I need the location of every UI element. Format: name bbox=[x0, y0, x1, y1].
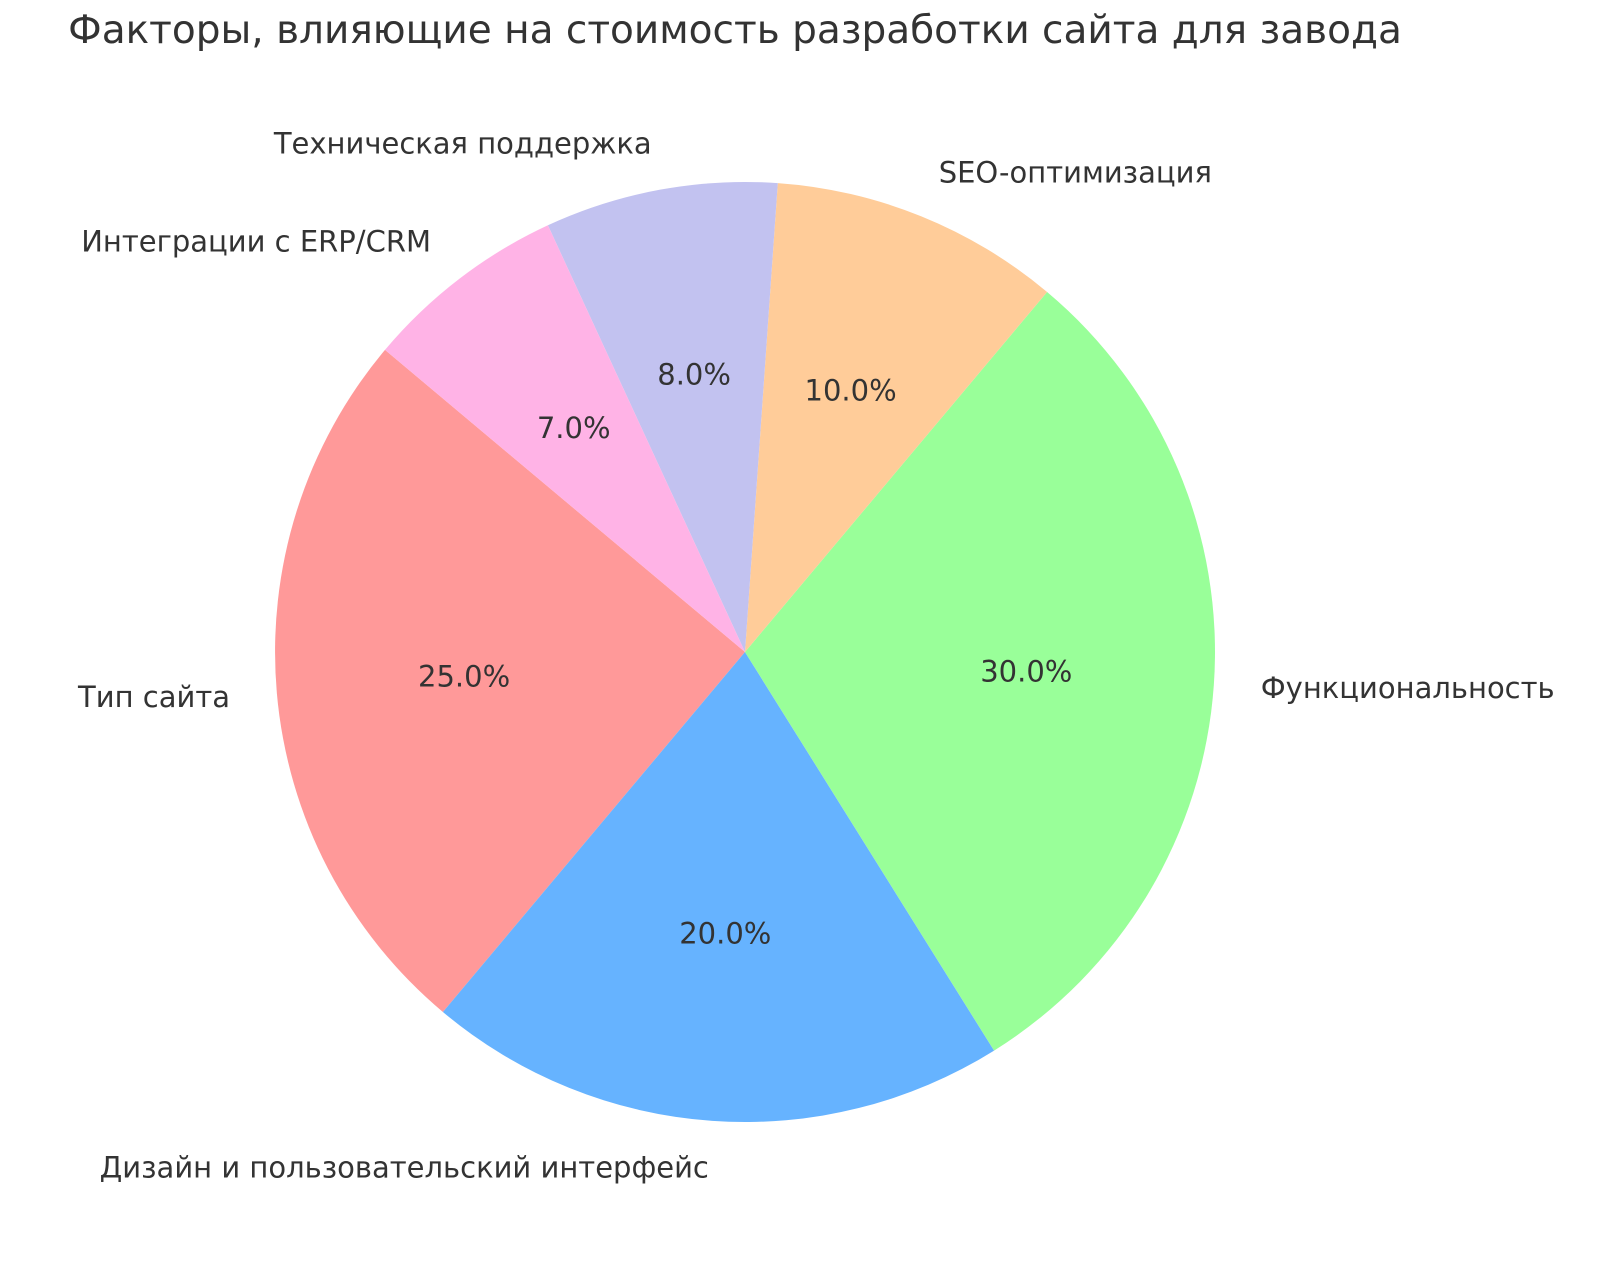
pie-slice-pct-3: 10.0% bbox=[805, 374, 897, 408]
pie-slice-pct-2: 30.0% bbox=[980, 655, 1072, 689]
pie-slice-4 bbox=[547, 181, 778, 652]
chart-title: Факторы, влияющие на стоимость разработк… bbox=[68, 8, 1402, 53]
pie-slice-5 bbox=[385, 225, 745, 653]
pie-slice-2 bbox=[745, 292, 1215, 1051]
pie-slice-label-3: SEO-оптимизация bbox=[939, 156, 1212, 190]
pie-slice-pct-5: 7.0% bbox=[537, 411, 611, 445]
pie-slice-pct-0: 25.0% bbox=[418, 660, 510, 694]
pie-slice-3 bbox=[745, 183, 1048, 652]
pie-slice-label-4: Техническая поддержка bbox=[273, 127, 652, 161]
pie-slice-1 bbox=[442, 652, 995, 1123]
pie-slice-pct-4: 8.0% bbox=[657, 358, 731, 392]
pie-slice-label-2: Функциональность bbox=[1261, 671, 1555, 705]
pie-slice-0 bbox=[275, 349, 745, 1012]
pie-slice-pct-1: 20.0% bbox=[679, 916, 771, 950]
pie-slice-label-5: Интеграции с ERP/CRM bbox=[81, 224, 431, 258]
pie-slice-label-0: Тип сайта bbox=[77, 680, 230, 714]
pie-slice-label-1: Дизайн и пользовательский интерфейс bbox=[100, 1151, 709, 1185]
